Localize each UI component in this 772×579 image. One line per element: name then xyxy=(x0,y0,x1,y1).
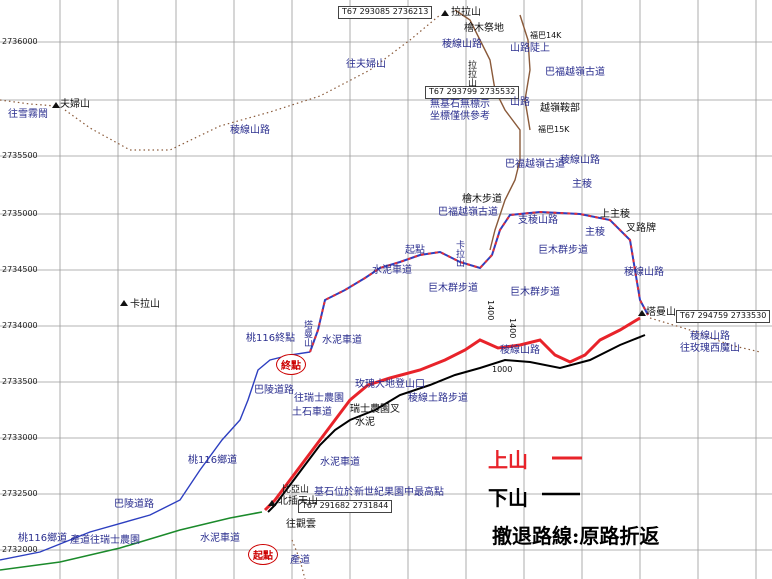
grid-coord: 2734500 xyxy=(2,265,38,274)
map-label: 產道往瑞士農園 xyxy=(70,535,140,546)
map-label: 水泥車道 xyxy=(372,265,412,276)
map-label: 支稜山路 xyxy=(518,215,558,226)
map-label: 比亞山 xyxy=(282,485,310,495)
coord-box: T67 294759 2733530 xyxy=(676,310,771,323)
map-label: 巴福越嶺古道 xyxy=(505,159,565,170)
map-label: 福巴14K xyxy=(530,31,562,40)
elevation-label: 1000 xyxy=(492,365,513,374)
grid-coord: 2732500 xyxy=(2,489,38,498)
end-marker: 終點 xyxy=(276,354,306,375)
grid-coord: 2733500 xyxy=(2,377,38,386)
map-label: 主稜 xyxy=(585,227,605,238)
grid-coord: 2735000 xyxy=(2,209,38,218)
peak-icon-lala xyxy=(441,10,449,16)
blue-road xyxy=(0,351,311,561)
map-label: 巴福越嶺古道 xyxy=(545,67,605,78)
peak-icon-fufu xyxy=(52,102,60,108)
map-label: 玫瑰大地登山口 xyxy=(355,379,425,390)
map-label: 越嶺鞍部 xyxy=(540,103,580,114)
peak-label: 拉拉山 xyxy=(451,7,481,18)
retreat-note: 撤退路線:原路折返 xyxy=(492,524,660,548)
loop-trail-red xyxy=(309,210,649,353)
map-label: 稜線山路 xyxy=(442,39,482,50)
descent-route xyxy=(267,334,646,513)
map-label: 稜線山路 xyxy=(624,267,664,278)
map-label: 主稜 xyxy=(572,179,592,190)
map-label: 往觀雲 xyxy=(286,519,316,530)
grid-coord: 2736000 xyxy=(2,37,38,46)
coord-box: T67 293799 2735532 xyxy=(425,86,520,99)
peak-icon-kala xyxy=(120,300,128,306)
peak-icon-taman xyxy=(638,310,646,316)
legend-down-label: 下山 xyxy=(488,486,528,510)
coord-box: T67 291682 2731844 xyxy=(298,500,393,513)
peak-icon-biya xyxy=(268,500,276,506)
map-label: 產道 xyxy=(290,555,310,566)
map-label: 巴福越嶺古道 xyxy=(438,207,498,218)
map-label: 水泥車道 xyxy=(322,335,362,346)
trail-west xyxy=(0,99,57,107)
grid-coord: 2733000 xyxy=(2,433,38,442)
grid-coord: 2732000 xyxy=(2,545,38,554)
map-label: 基石位於新世紀果園中最高點 xyxy=(314,487,444,498)
trail-east xyxy=(649,317,761,353)
map-label: 稜線山路 xyxy=(230,125,270,136)
map-label: 無基石無標示 xyxy=(430,99,490,110)
map-label: 福巴15K xyxy=(538,125,570,134)
map-label: 稜線山路 xyxy=(560,155,600,166)
map-label: 巴陵道路 xyxy=(114,499,154,510)
map-label: 桃116鄉道 xyxy=(188,455,238,466)
map-label: 瑞士農園叉 xyxy=(350,404,400,415)
map-label: 巨木群步道 xyxy=(510,287,560,298)
map-label: 叉路牌 xyxy=(626,223,656,234)
ascent-route xyxy=(263,316,641,512)
map-label: 稜線山路 xyxy=(690,331,730,342)
map-label: 巴陵道路 xyxy=(254,385,294,396)
elevation-label: 1400 xyxy=(508,318,517,339)
map-label: 水泥車道 xyxy=(200,533,240,544)
elevation-label: 1400 xyxy=(486,300,495,321)
grid-coord: 2735500 xyxy=(2,151,38,160)
legend-up-label: 上山 xyxy=(488,448,528,472)
map-label: 土石車道 xyxy=(292,407,332,418)
map-label: 往雪霧鬧 xyxy=(8,109,48,120)
map-label: 水泥 xyxy=(355,417,375,428)
map-label: 塔曼山 xyxy=(302,320,312,347)
map-label: 桃116終點 xyxy=(246,333,296,344)
map-label: 稜線山路 xyxy=(500,345,540,356)
map-label: 往玫瑰西魔山 xyxy=(680,343,740,354)
map-label: 稜線土路步道 xyxy=(408,393,468,404)
map-label: 起點 xyxy=(405,245,425,256)
start-marker: 起點 xyxy=(248,544,278,565)
coord-box: T67 293085 2736213 xyxy=(338,6,433,19)
map-label: 夫婦山 xyxy=(60,99,90,110)
map-label: 山路陡上 xyxy=(510,43,550,54)
map-label: 往夫婦山 xyxy=(346,59,386,70)
map-label: 山路 xyxy=(510,97,530,108)
map-label: 桃116鄉道 xyxy=(18,533,68,544)
green-road xyxy=(0,511,263,571)
grid-coord: 2734000 xyxy=(2,321,38,330)
map-label: 巨木群步道 xyxy=(538,245,588,256)
trail-lalashan xyxy=(454,9,521,251)
map-label: 往瑞士農園 xyxy=(294,393,344,404)
map-label: 巨木群步道 xyxy=(428,283,478,294)
map-label: 坐標僅供參考 xyxy=(430,111,490,122)
map-label: 上主稜 xyxy=(600,209,630,220)
peak-label: 塔曼山 xyxy=(646,307,676,318)
map-label: 水泥車道 xyxy=(320,457,360,468)
map-label: 卡拉山 xyxy=(454,240,464,267)
trail-lalashan-b xyxy=(519,14,531,131)
peak-label: 卡拉山 xyxy=(130,299,160,310)
map-label: 檜木步道 xyxy=(462,194,502,205)
peak-label: 北插天山 xyxy=(278,496,318,507)
map-label: 拉拉山 xyxy=(466,60,476,87)
map-label: 檜木祭地 xyxy=(464,23,504,34)
